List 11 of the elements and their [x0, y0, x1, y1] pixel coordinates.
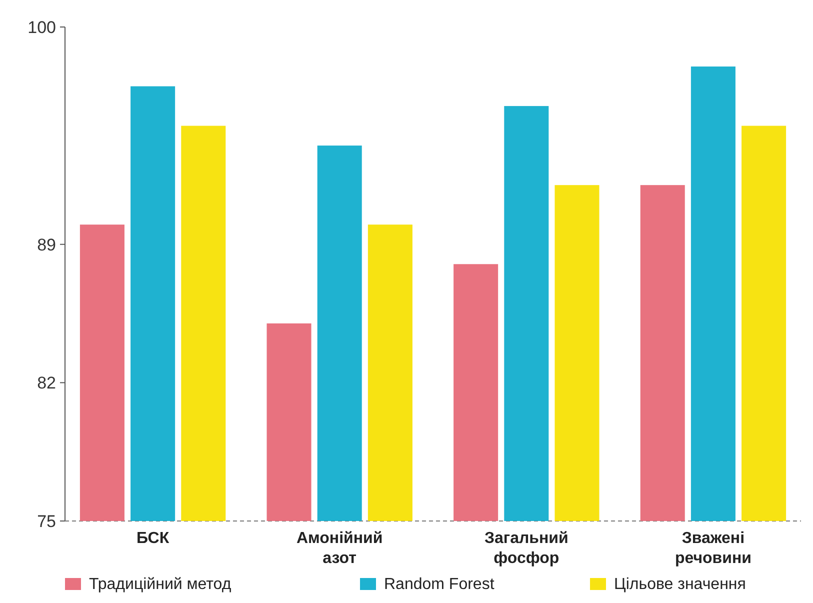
x-tick-label: Амонійний азот [296, 530, 383, 567]
x-tick-label: БСК [136, 530, 170, 547]
y-tick-label: 75 [37, 512, 56, 531]
legend-label: Цільове значення [614, 576, 746, 593]
x-tick-label: Зважені речовини [674, 530, 752, 567]
legend-label: Random Forest [384, 576, 495, 593]
y-tick-label: 89 [37, 235, 56, 254]
y-tick-label: 82 [37, 374, 56, 393]
x-tick-label: Загальний фосфор [484, 530, 568, 567]
y-tick-label: 100 [28, 18, 56, 37]
legend-label: Традиційний метод [89, 576, 232, 593]
